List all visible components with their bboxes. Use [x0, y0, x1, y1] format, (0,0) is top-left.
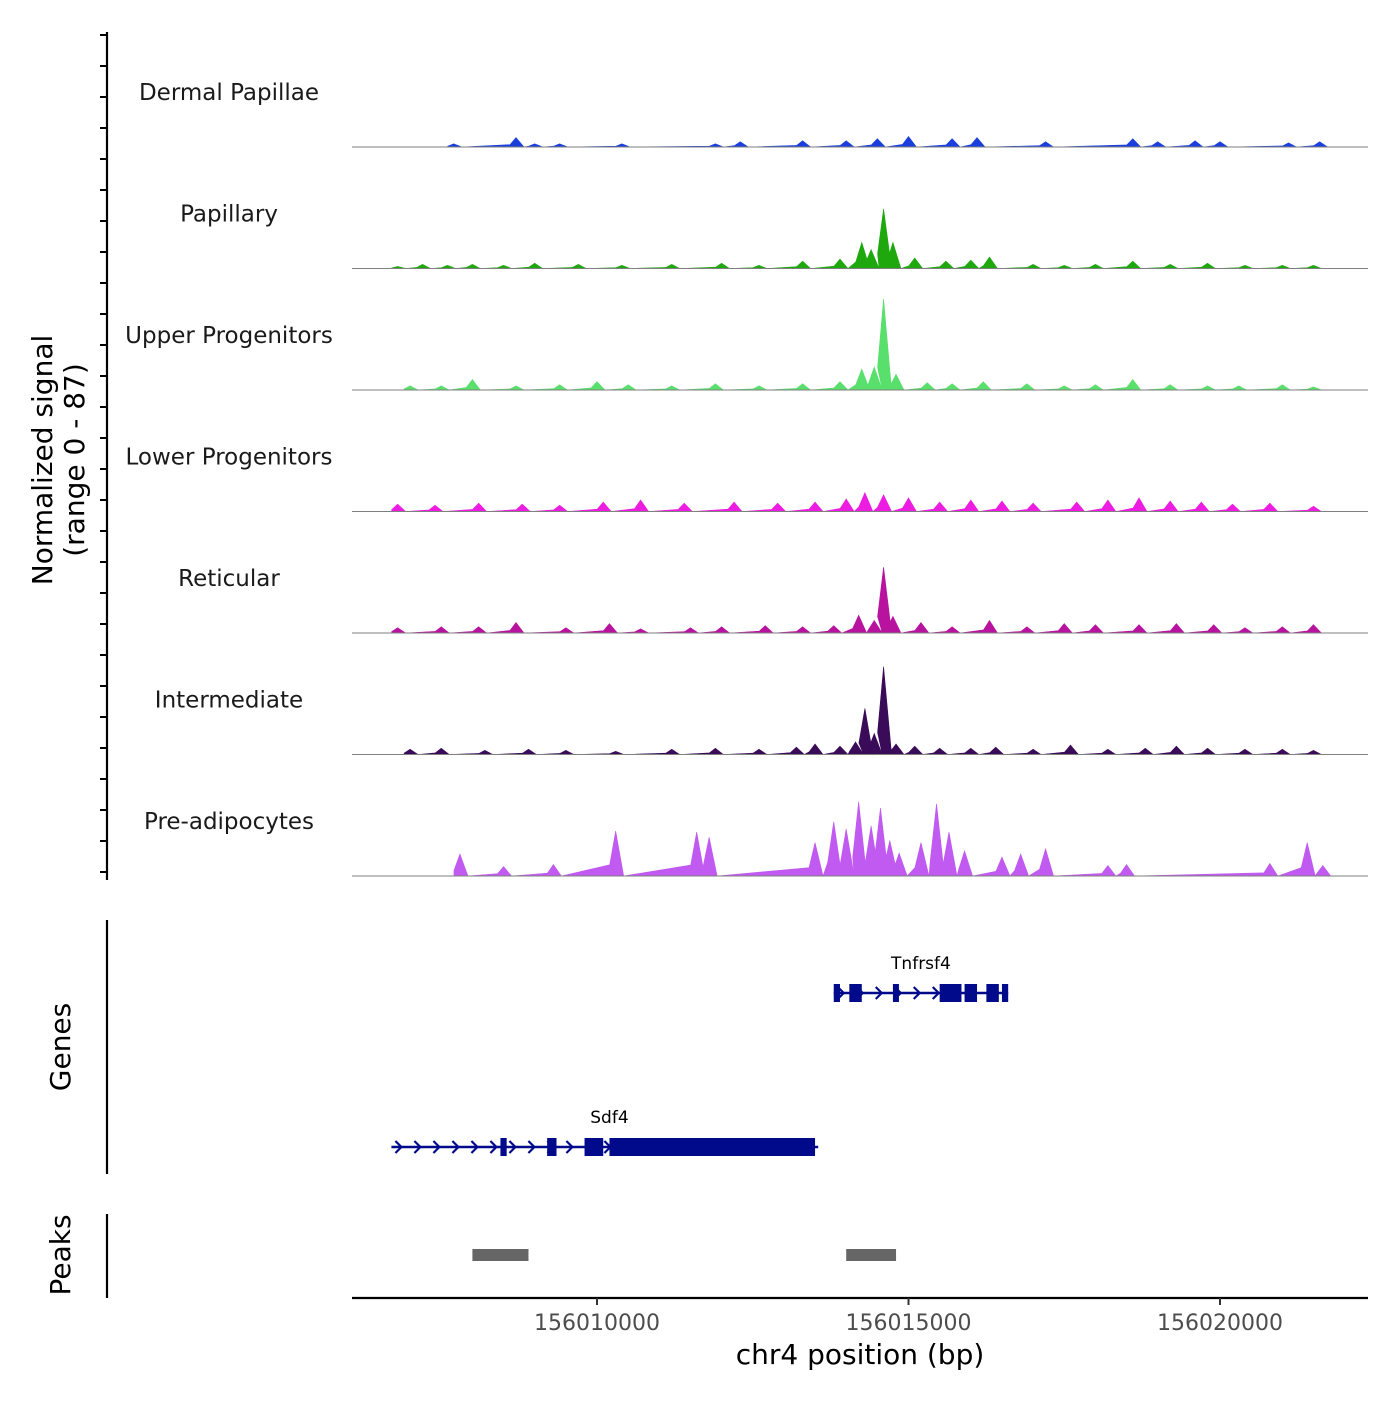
gene-label: Sdf4 [590, 1108, 628, 1128]
coverage-area [391, 208, 1324, 269]
coverage-area [391, 491, 1324, 513]
y-axis-title-line1: Normalized signal [26, 335, 59, 586]
strand-arrow [413, 1140, 422, 1154]
gene-exon [892, 984, 899, 1002]
track-label: Lower Progenitors [126, 445, 333, 471]
gene-exon [584, 1138, 604, 1156]
strand-arrow [394, 1140, 403, 1154]
peak-region [846, 1249, 897, 1261]
strand-arrow [489, 1140, 498, 1154]
gene-exon [964, 984, 978, 1002]
gene-exon [547, 1138, 557, 1156]
strand-arrow [527, 1140, 536, 1154]
genes-panel-title: Genes [44, 1003, 77, 1091]
strand-arrow [451, 1140, 460, 1154]
coverage-track: Dermal Papillae [139, 80, 1368, 148]
peaks-panel-title: Peaks [44, 1214, 77, 1295]
strand-arrow [931, 986, 941, 1000]
x-axis-title: chr4 position (bp) [736, 1338, 985, 1371]
strand-arrow [508, 1140, 517, 1154]
gene-exon [609, 1138, 816, 1156]
gene-exon [500, 1138, 507, 1156]
coverage-area [403, 666, 1324, 756]
gene-exon [986, 984, 999, 1002]
track-label: Reticular [178, 566, 280, 592]
y-axis-title-line2: (range 0 - 87) [58, 363, 91, 557]
coverage-track: Lower Progenitors [126, 445, 1368, 513]
coverage-track: Intermediate [155, 666, 1368, 756]
track-label: Intermediate [155, 688, 303, 714]
strand-arrow [565, 1140, 574, 1154]
x-tick-label: 156015000 [846, 1311, 972, 1336]
gene-exon [939, 984, 962, 1002]
coverage-track: Reticular [178, 566, 1368, 634]
coverage-area [447, 136, 1330, 148]
coverage-area [403, 298, 1324, 391]
peak-track [472, 1249, 897, 1261]
track-label: Pre-adipocytes [144, 809, 314, 835]
coverage-track: Upper Progenitors [125, 298, 1368, 391]
gene-label: Tnfrsf4 [890, 954, 951, 974]
gene-model: Tnfrsf4 [833, 954, 1009, 1002]
gene-exon [849, 984, 862, 1002]
x-tick-label: 156020000 [1157, 1311, 1283, 1336]
x-tick-label: 156010000 [534, 1311, 660, 1336]
strand-arrow [912, 986, 922, 1000]
coverage-area [391, 567, 1324, 634]
strand-arrow [470, 1140, 479, 1154]
track-label: Upper Progenitors [125, 323, 333, 349]
peak-region [472, 1249, 529, 1261]
coverage-track: Pre-adipocytes [144, 801, 1368, 878]
gene-exon [833, 984, 840, 1002]
strand-arrow [432, 1140, 441, 1154]
axes: 156010000 156015000 156020000 [100, 32, 1368, 1336]
gene-exon [1001, 984, 1009, 1002]
track-label: Papillary [180, 202, 278, 228]
track-label: Dermal Papillae [139, 80, 319, 106]
coverage-track: Papillary [180, 202, 1368, 269]
strand-arrow [874, 986, 884, 1000]
gene-annotation-track: Tnfrsf4 Sdf4 [391, 954, 1009, 1156]
coverage-area [453, 801, 1333, 878]
gene-model: Sdf4 [391, 1108, 819, 1156]
coverage-tracks: Dermal Papillae Papillary Upper Progenitor… [125, 80, 1368, 878]
